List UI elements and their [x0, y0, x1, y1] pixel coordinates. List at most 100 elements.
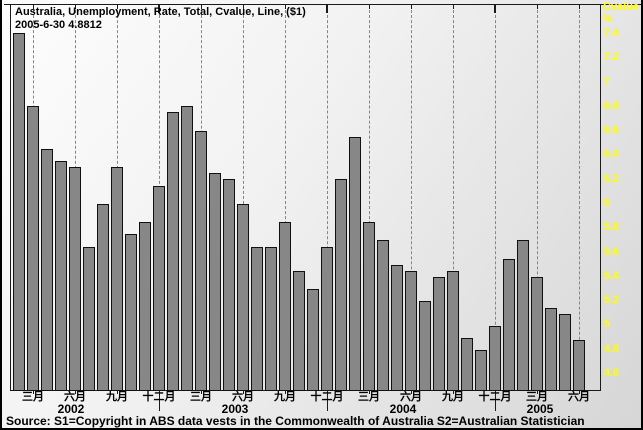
- y-tick-label: 4.6: [604, 367, 620, 379]
- quarter-gridline: [579, 5, 580, 390]
- bottom-tick-quarter: [369, 390, 370, 394]
- month-tick-label: 九月: [442, 391, 464, 403]
- bottom-tick-quarter: [579, 390, 580, 394]
- top-tick-quarter: [411, 5, 412, 9]
- quarter-gridline: [285, 5, 286, 390]
- month-tick-label: 六月: [568, 391, 590, 403]
- bar: [419, 301, 431, 391]
- y-tick-label: 5.2: [604, 294, 620, 306]
- month-tick-label: 六月: [400, 391, 422, 403]
- year-separator: [159, 390, 160, 411]
- top-tick-quarter: [201, 5, 202, 9]
- year-label: 2002: [57, 402, 85, 416]
- bottom-tick-quarter: [285, 390, 286, 394]
- bar: [517, 240, 529, 391]
- year-label: 2005: [526, 402, 554, 416]
- top-tick-year: [326, 5, 328, 13]
- top-tick-quarter: [75, 5, 76, 9]
- bottom-tick-quarter: [243, 390, 244, 394]
- chart-last-value: 2005-6-30 4.8812: [15, 19, 102, 31]
- top-tick-quarter: [285, 5, 286, 9]
- quarter-gridline: [327, 5, 328, 390]
- quarter-gridline: [453, 5, 454, 390]
- year-label: 2003: [221, 402, 249, 416]
- bar: [461, 338, 473, 391]
- y-tick-label: 6.8: [604, 100, 620, 112]
- bar: [167, 112, 179, 391]
- month-tick-label: 三月: [526, 391, 548, 403]
- top-tick-quarter: [537, 5, 538, 9]
- quarter-gridline: [243, 5, 244, 390]
- year-separator: [495, 390, 496, 411]
- bottom-tick-quarter: [453, 390, 454, 394]
- plot-right-border: [600, 4, 601, 391]
- quarter-gridline: [495, 5, 496, 390]
- month-tick-label: 三月: [190, 391, 212, 403]
- bar: [293, 271, 305, 391]
- month-tick-label: 十二月: [310, 391, 344, 403]
- top-tick-quarter: [117, 5, 118, 9]
- y-tick-label: 6: [604, 197, 611, 209]
- y-axis-unit-label: Cvalue: [603, 1, 640, 13]
- top-tick-year: [494, 5, 496, 13]
- bar: [307, 289, 319, 391]
- quarter-gridline: [537, 5, 538, 390]
- month-tick-label: 十二月: [478, 391, 512, 403]
- bar: [391, 265, 403, 391]
- bar: [335, 179, 347, 391]
- y-tick-label: 5: [604, 318, 611, 330]
- y-tick-label: 7.4: [604, 27, 620, 39]
- bar: [139, 222, 151, 391]
- bottom-tick-quarter: [537, 390, 538, 394]
- chart-title: Australia, Unemployment, Rate, Total, Cv…: [15, 6, 306, 18]
- y-tick-label: 6.6: [604, 124, 620, 136]
- top-tick-quarter: [579, 5, 580, 9]
- bottom-tick-quarter: [411, 390, 412, 394]
- bar: [125, 234, 137, 391]
- bar: [55, 161, 67, 391]
- month-tick-label: 三月: [22, 391, 44, 403]
- y-tick-label: 4.8: [604, 343, 620, 355]
- bottom-tick-quarter: [75, 390, 76, 394]
- month-tick-label: 六月: [64, 391, 86, 403]
- bar: [13, 33, 25, 391]
- bar: [433, 277, 445, 391]
- top-tick-year: [158, 5, 160, 13]
- year-label: 2004: [389, 402, 417, 416]
- bottom-tick-quarter: [33, 390, 34, 394]
- month-tick-label: 六月: [232, 391, 254, 403]
- bar: [265, 247, 277, 391]
- bar: [475, 350, 487, 391]
- month-tick-label: 十二月: [142, 391, 176, 403]
- bar: [181, 106, 193, 391]
- y-tick-label: 6.4: [604, 148, 620, 160]
- bar: [97, 204, 109, 391]
- month-tick-label: 三月: [358, 391, 380, 403]
- top-tick-quarter: [369, 5, 370, 9]
- bar: [349, 137, 361, 391]
- y-tick-label: 7.2: [604, 51, 620, 63]
- top-tick-quarter: [33, 5, 34, 9]
- quarter-gridline: [369, 5, 370, 390]
- y-axis-percent-label: %: [603, 13, 613, 25]
- month-tick-label: 九月: [106, 391, 128, 403]
- bar: [83, 247, 95, 391]
- source-attribution: Source: S1=Copyright in ABS data vests i…: [6, 414, 585, 428]
- y-tick-label: 5.4: [604, 270, 620, 282]
- top-tick-quarter: [453, 5, 454, 9]
- bottom-tick-quarter: [117, 390, 118, 394]
- plot-top-border: [4, 4, 641, 5]
- bar: [209, 173, 221, 391]
- bar: [545, 308, 557, 391]
- bar: [251, 247, 263, 391]
- bottom-tick-quarter: [201, 390, 202, 394]
- y-tick-label: 5.6: [604, 246, 620, 258]
- y-tick-label: 7: [604, 76, 611, 88]
- bar: [41, 149, 53, 391]
- year-separator: [327, 390, 328, 411]
- bar: [559, 314, 571, 391]
